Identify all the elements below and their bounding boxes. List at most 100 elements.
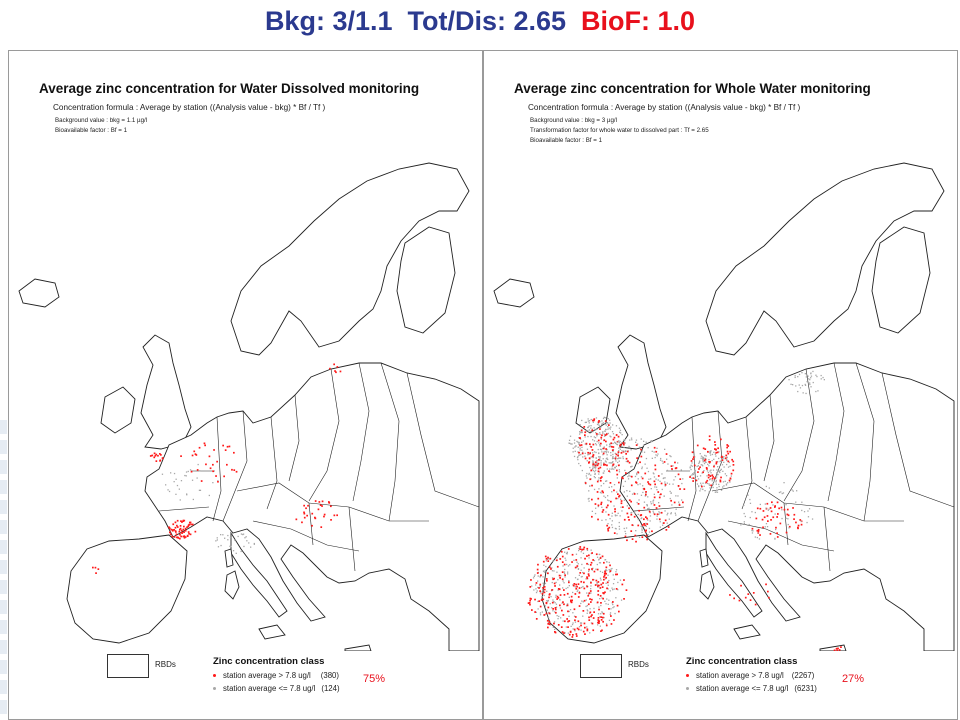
station-dot [546,590,548,592]
decorative-strip [0,420,7,720]
station-dot [578,441,580,444]
station-dot [612,424,614,426]
station-dot [801,501,803,503]
station-dot [240,550,242,553]
station-dot [644,495,647,497]
station-dot [552,610,554,612]
country-border [222,410,248,522]
station-dot [339,370,342,373]
station-dot [606,444,608,446]
station-dot [223,475,225,478]
station-dot [584,626,586,629]
station-dot [612,450,614,453]
station-dot [759,534,761,536]
station-dot [547,626,549,629]
station-dot [601,611,603,613]
station-dot [597,460,599,462]
station-dot [691,477,693,479]
station-dot [577,583,580,585]
station-dot [653,493,655,495]
land-italy [230,531,288,618]
station-dot [606,561,608,563]
station-dot [578,437,580,439]
station-dot [569,564,571,566]
station-dot [641,517,643,519]
station-dot [808,508,811,510]
station-dot [647,508,649,510]
station-dot [602,452,605,455]
station-dot [541,595,543,598]
station-dot [609,518,611,520]
station-dot [581,563,583,566]
station-dot [672,465,674,467]
station-dot [651,457,653,459]
station-dot [769,533,772,535]
country-border [308,368,340,502]
station-dot [220,534,222,536]
station-dot [775,526,777,529]
station-dot [545,602,548,605]
station-dot [620,443,622,446]
station-dot [766,526,769,528]
station-dot [582,585,584,588]
station-dot [593,607,595,610]
station-dot [647,470,650,473]
station-dot [616,514,618,517]
station-dot [542,598,545,601]
station-dot [185,475,187,477]
station-dot [550,568,552,570]
station-dot [611,587,613,589]
station-dot [539,612,542,614]
station-dot [576,561,578,563]
station-dot [719,469,722,472]
station-dot [579,437,581,439]
station-dot [719,480,722,483]
station-dot [655,450,658,453]
station-dot [589,598,591,600]
legend-above-count: (380) [320,671,339,680]
station-dot [594,461,597,464]
station-dot [617,581,619,584]
station-dot [607,451,609,453]
station-dot [567,586,569,589]
station-dot [628,519,630,521]
station-dot [567,610,569,613]
station-dot [621,583,624,586]
station-dot [179,537,181,540]
station-dot [615,573,617,576]
station-dot [618,528,621,530]
station-dot [726,444,729,446]
station-dot [583,567,585,569]
station-dot [708,439,711,441]
station-dot [527,602,530,604]
station-dot [792,490,794,492]
station-dot [596,435,598,437]
station-dot [787,514,790,517]
station-dot [567,603,569,605]
station-dot [565,552,568,555]
station-dot [703,485,705,487]
station-dot [578,592,581,594]
station-dot [610,623,613,625]
station-dot [602,592,604,594]
station-dot [182,535,185,538]
station-dot [622,485,625,487]
station-dot [647,482,650,485]
station-dot [546,579,548,582]
station-dot [611,458,614,460]
station-dot [783,508,786,511]
station-dot [559,604,561,607]
station-dot [766,502,769,505]
station-dot [630,513,633,516]
station-dot [668,483,671,485]
station-cluster-below [215,533,255,554]
station-dot [602,582,604,584]
station-dot [612,589,614,591]
station-dot [227,534,229,537]
station-dot [659,526,661,528]
station-dot [568,585,570,587]
station-dot [532,577,535,579]
station-dot [588,497,590,500]
station-dot [301,521,303,524]
station-dot [662,477,664,480]
